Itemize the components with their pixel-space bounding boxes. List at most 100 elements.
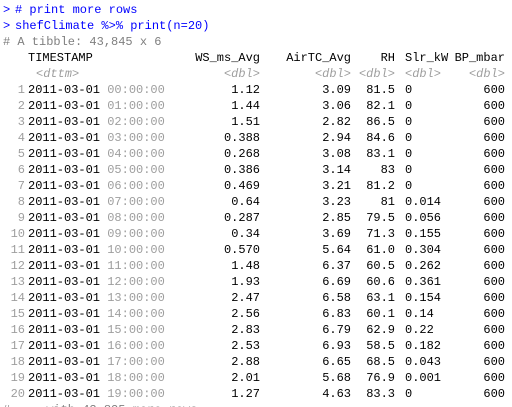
- bp-cell: 600: [483, 259, 505, 273]
- airtc-cell: 3.09: [322, 83, 351, 97]
- timestamp-date: 2011-03-01: [28, 163, 101, 177]
- column-type: <dbl>: [314, 67, 351, 81]
- airtc-cell: 3.69: [322, 227, 351, 241]
- ws-cell: 0.570: [223, 243, 260, 257]
- airtc-cell: 6.37: [322, 259, 351, 273]
- timestamp-cell: 2011-03-01 15:00:00: [28, 322, 186, 338]
- ws-cell: 0.34: [231, 227, 260, 241]
- bp-cell: 600: [483, 211, 505, 225]
- table-row: 18 2011-03-01 17:00:00 2.88 6.65 68.5 0.043 60…: [3, 354, 512, 370]
- ws-cell: 1.12: [231, 83, 260, 97]
- slr-cell: 0.155: [405, 227, 442, 241]
- ws-cell: 1.48: [231, 259, 260, 273]
- row-index: 18: [10, 355, 25, 369]
- slr-cell: 0.262: [405, 259, 442, 273]
- command-line-2: > shefClimate %>% print(n=20): [3, 18, 512, 34]
- column-header: AirTC_Avg: [286, 51, 351, 65]
- slr-cell: 0.056: [405, 211, 442, 225]
- table-row: 5 2011-03-01 04:00:00 0.268 3.08 83.1 0 600: [3, 146, 512, 162]
- row-index: 9: [17, 211, 25, 225]
- timestamp-time: 08:00:00: [107, 211, 165, 225]
- airtc-cell: 4.63: [322, 387, 351, 401]
- timestamp-date: 2011-03-01: [28, 83, 101, 97]
- rh-cell: 81.5: [366, 83, 395, 97]
- table-row: 6 2011-03-01 05:00:00 0.386 3.14 83 0 600: [3, 162, 512, 178]
- slr-cell: 0: [405, 179, 413, 193]
- slr-cell: 0.014: [405, 195, 442, 209]
- airtc-cell: 3.06: [322, 99, 351, 113]
- footer-note: # ... with 43,825 more rows: [3, 402, 512, 407]
- bp-cell: 600: [483, 323, 505, 337]
- row-index: 20: [10, 387, 25, 401]
- timestamp-cell: 2011-03-01 04:00:00: [28, 146, 186, 162]
- bp-cell: 600: [483, 131, 505, 145]
- timestamp-cell: 2011-03-01 16:00:00: [28, 338, 186, 354]
- row-index: 3: [17, 115, 25, 129]
- tibble-info: # A tibble: 43,845 x 6: [3, 35, 162, 49]
- timestamp-date: 2011-03-01: [28, 99, 101, 113]
- timestamp-cell: 2011-03-01 03:00:00: [28, 130, 186, 146]
- row-index: 12: [10, 259, 25, 273]
- slr-cell: 0: [405, 99, 413, 113]
- table-row: 10 2011-03-01 09:00:00 0.34 3.69 71.3 0.155 60…: [3, 226, 512, 242]
- table-row: 16 2011-03-01 15:00:00 2.83 6.79 62.9 0.22 600: [3, 322, 512, 338]
- table-row: 11 2011-03-01 10:00:00 0.570 5.64 61.0 0.304 6…: [3, 242, 512, 258]
- row-index: 16: [10, 323, 25, 337]
- prompt-symbol: >: [3, 19, 11, 33]
- slr-cell: 0: [405, 163, 413, 177]
- column-type: <dbl>: [358, 67, 395, 81]
- slr-cell: 0: [405, 83, 413, 97]
- timestamp-date: 2011-03-01: [28, 147, 101, 161]
- ws-cell: 0.64: [231, 195, 260, 209]
- bp-cell: 600: [483, 147, 505, 161]
- ws-cell: 2.88: [231, 355, 260, 369]
- timestamp-date: 2011-03-01: [28, 291, 101, 305]
- ws-cell: 1.93: [231, 275, 260, 289]
- airtc-cell: 3.23: [322, 195, 351, 209]
- timestamp-cell: 2011-03-01 08:00:00: [28, 210, 186, 226]
- slr-cell: 0: [405, 147, 413, 161]
- column-header: BP_mbar: [454, 51, 505, 65]
- bp-cell: 600: [483, 163, 505, 177]
- timestamp-time: 14:00:00: [107, 307, 165, 321]
- ws-cell: 0.386: [223, 163, 260, 177]
- timestamp-date: 2011-03-01: [28, 195, 101, 209]
- table-row: 19 2011-03-01 18:00:00 2.01 5.68 76.9 0.001 60…: [3, 370, 512, 386]
- ws-cell: 0.287: [223, 211, 260, 225]
- ws-cell: 2.47: [231, 291, 260, 305]
- bp-cell: 600: [483, 387, 505, 401]
- ws-cell: 2.56: [231, 307, 260, 321]
- timestamp-time: 10:00:00: [107, 243, 165, 257]
- rh-cell: 71.3: [366, 227, 395, 241]
- rh-cell: 82.1: [366, 99, 395, 113]
- airtc-cell: 2.82: [322, 115, 351, 129]
- timestamp-time: 04:00:00: [107, 147, 165, 161]
- timestamp-date: 2011-03-01: [28, 179, 101, 193]
- row-index: 14: [10, 291, 25, 305]
- timestamp-cell: 2011-03-01 12:00:00: [28, 274, 186, 290]
- timestamp-date: 2011-03-01: [28, 355, 101, 369]
- rh-cell: 81.2: [366, 179, 395, 193]
- timestamp-time: 19:00:00: [107, 387, 165, 401]
- airtc-cell: 3.14: [322, 163, 351, 177]
- bp-cell: 600: [483, 339, 505, 353]
- timestamp-date: 2011-03-01: [28, 259, 101, 273]
- timestamp-time: 15:00:00: [107, 323, 165, 337]
- rh-cell: 84.6: [366, 131, 395, 145]
- column-header: Slr_kW: [405, 51, 449, 65]
- airtc-cell: 6.79: [322, 323, 351, 337]
- slr-cell: 0: [405, 115, 413, 129]
- timestamp-date: 2011-03-01: [28, 307, 101, 321]
- timestamp-date: 2011-03-01: [28, 227, 101, 241]
- ws-cell: 1.51: [231, 115, 260, 129]
- bp-cell: 600: [483, 355, 505, 369]
- table-row: 1 2011-03-01 00:00:00 1.12 3.09 81.5 0 600: [3, 82, 512, 98]
- rh-cell: 79.5: [366, 211, 395, 225]
- bp-cell: 600: [483, 195, 505, 209]
- table-row: 7 2011-03-01 06:00:00 0.469 3.21 81.2 0 600: [3, 178, 512, 194]
- rh-cell: 61.0: [366, 243, 395, 257]
- bp-cell: 600: [483, 99, 505, 113]
- bp-cell: 600: [483, 179, 505, 193]
- slr-cell: 0.001: [405, 371, 442, 385]
